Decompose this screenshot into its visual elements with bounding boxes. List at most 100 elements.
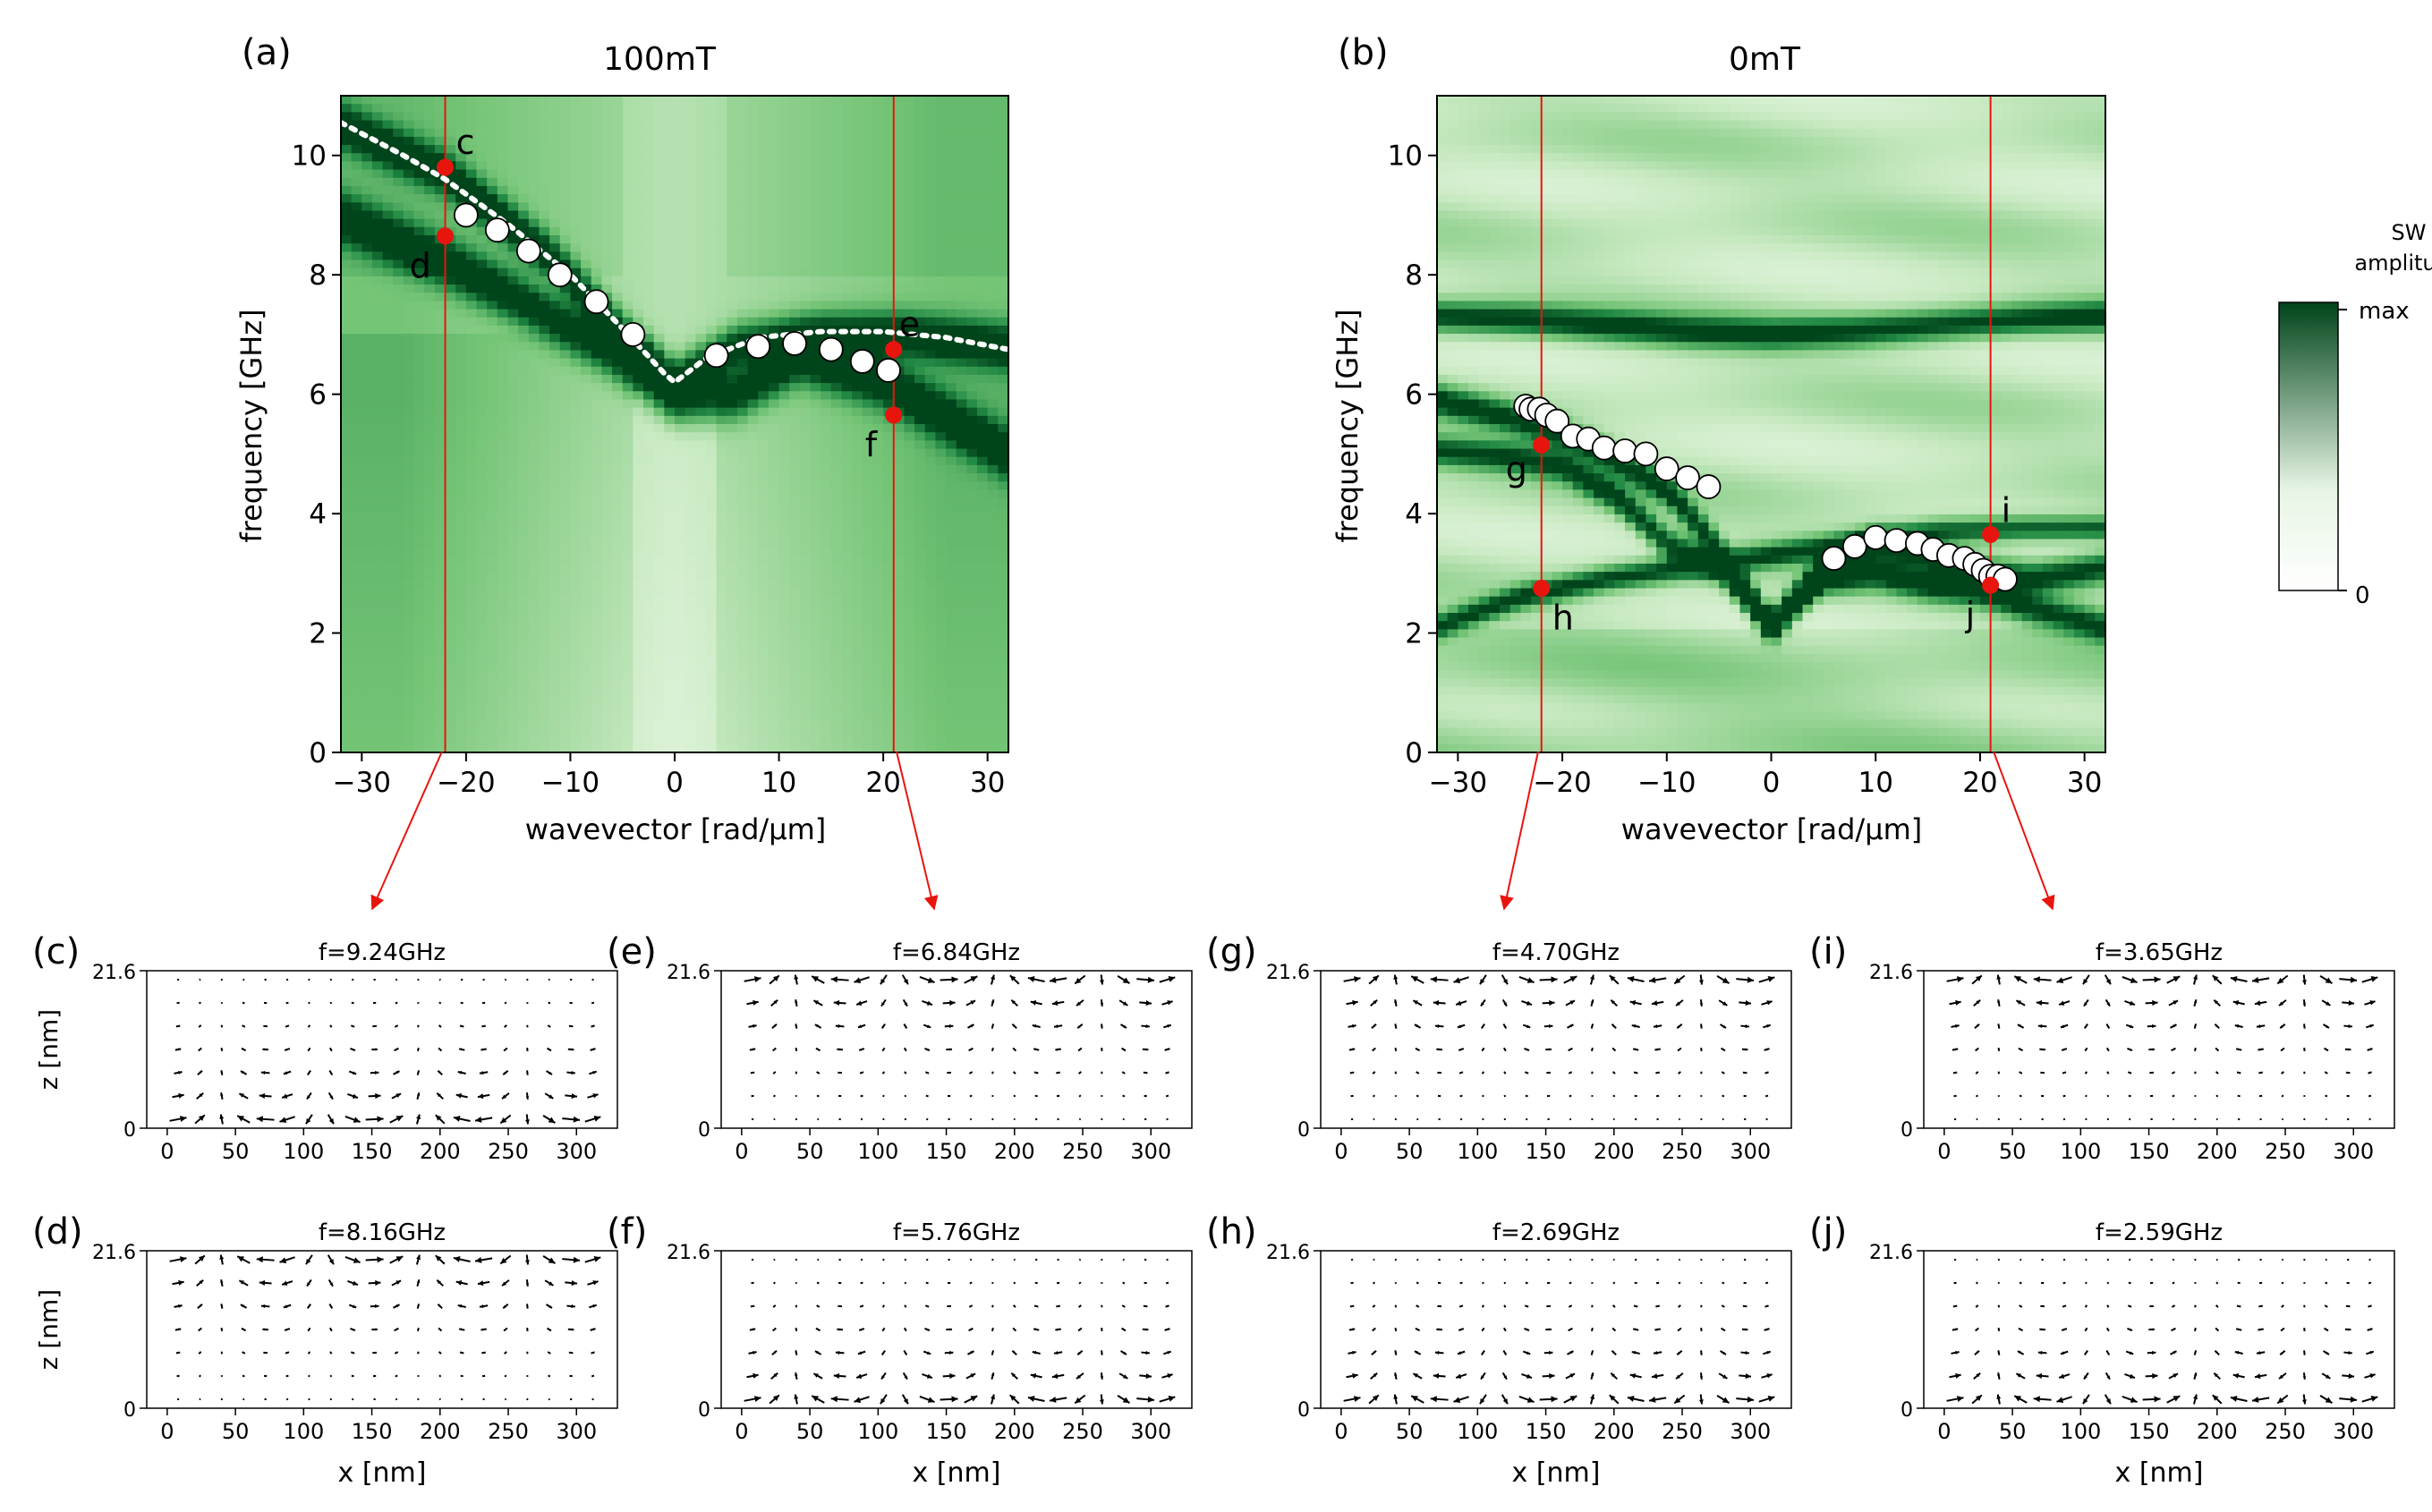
heatmap-cell bbox=[977, 464, 989, 474]
heatmap-cell bbox=[883, 317, 895, 327]
heatmap-cell bbox=[987, 161, 999, 171]
heatmap-cell bbox=[434, 374, 446, 384]
heatmap-cell bbox=[789, 169, 801, 179]
heatmap-cell bbox=[705, 309, 718, 319]
heatmap-cell bbox=[403, 580, 415, 590]
heatmap-cell bbox=[465, 481, 478, 491]
heatmap-cell bbox=[904, 473, 915, 482]
heatmap-cell bbox=[487, 251, 498, 261]
heatmap-cell bbox=[778, 325, 790, 335]
heatmap-cell bbox=[789, 645, 801, 655]
heatmap-cell bbox=[778, 285, 790, 293]
heatmap-cell bbox=[633, 727, 644, 737]
heatmap-cell bbox=[612, 505, 624, 515]
heatmap-cell bbox=[455, 112, 467, 122]
heatmap-cell bbox=[883, 727, 895, 737]
heatmap-cell bbox=[977, 662, 989, 671]
heatmap-cell bbox=[685, 588, 696, 598]
heatmap-cell bbox=[747, 613, 759, 622]
heatmap-cell bbox=[924, 514, 937, 523]
heatmap-cell bbox=[987, 194, 999, 203]
heatmap-cell bbox=[476, 580, 488, 590]
heatmap-cell bbox=[341, 572, 353, 581]
heatmap-cell bbox=[977, 399, 989, 409]
heatmap-cell bbox=[685, 531, 696, 540]
heatmap-cell bbox=[424, 514, 436, 523]
heatmap-cell bbox=[789, 481, 801, 491]
heatmap-cell bbox=[830, 580, 843, 590]
heatmap-cell bbox=[465, 473, 478, 482]
heatmap-cell bbox=[581, 358, 592, 368]
heatmap-cell bbox=[507, 637, 519, 647]
heatmap-cell bbox=[361, 112, 373, 122]
heatmap-cell bbox=[956, 522, 967, 531]
heatmap-cell bbox=[705, 596, 718, 606]
heatmap-cell bbox=[747, 572, 759, 581]
heatmap-cell bbox=[830, 531, 843, 540]
heatmap-cell bbox=[716, 243, 727, 252]
heatmap-cell bbox=[351, 342, 362, 352]
heatmap-cell bbox=[893, 645, 906, 655]
heatmap-cell bbox=[487, 161, 498, 171]
heatmap-cell bbox=[685, 185, 696, 195]
heatmap-cell bbox=[601, 539, 613, 548]
heatmap-cell bbox=[758, 210, 770, 220]
heatmap-cell bbox=[830, 185, 843, 195]
heatmap-cell bbox=[434, 563, 446, 573]
heatmap-cell bbox=[747, 432, 759, 441]
heatmap-cell bbox=[559, 670, 572, 680]
heatmap-cell bbox=[528, 407, 540, 417]
heatmap-cell bbox=[403, 301, 415, 310]
heatmap-cell bbox=[841, 391, 853, 401]
heatmap-cell bbox=[904, 555, 915, 565]
heatmap-cell bbox=[946, 194, 957, 203]
heatmap-cell bbox=[893, 596, 906, 606]
heatmap-cell bbox=[643, 317, 655, 327]
heatmap-cell bbox=[935, 342, 947, 352]
heatmap-cell bbox=[497, 169, 509, 179]
heatmap-cell bbox=[914, 505, 926, 515]
heatmap-cell bbox=[413, 735, 425, 745]
heatmap-cell bbox=[455, 629, 467, 639]
heatmap-cell bbox=[904, 735, 915, 745]
heatmap-cell bbox=[821, 580, 832, 590]
heatmap-cell bbox=[591, 285, 603, 293]
heatmap-cell bbox=[727, 407, 738, 417]
heatmap-cell bbox=[664, 342, 676, 352]
heatmap-cell bbox=[852, 432, 863, 441]
heatmap-cell bbox=[643, 120, 655, 130]
heatmap-cell bbox=[747, 169, 759, 179]
heatmap-cell bbox=[956, 424, 967, 433]
heatmap-cell bbox=[758, 588, 770, 598]
heatmap-cell bbox=[727, 374, 738, 384]
heatmap-cell bbox=[768, 301, 780, 310]
heatmap-cell bbox=[382, 234, 394, 244]
heatmap-cell bbox=[695, 596, 707, 606]
heatmap-cell bbox=[622, 702, 634, 712]
heatmap-cell bbox=[935, 96, 947, 105]
heatmap-cell bbox=[914, 464, 926, 474]
heatmap-cell bbox=[758, 473, 770, 482]
heatmap-cell bbox=[924, 366, 937, 376]
heatmap-cell bbox=[382, 448, 394, 458]
heatmap-cell bbox=[622, 531, 634, 540]
heatmap-cell bbox=[653, 497, 665, 507]
heatmap-cell bbox=[852, 711, 863, 720]
heatmap-cell bbox=[946, 497, 957, 507]
heatmap-cell bbox=[528, 374, 540, 384]
heatmap-cell bbox=[445, 645, 456, 655]
heatmap-cell bbox=[914, 251, 926, 261]
heatmap-cell bbox=[361, 128, 373, 138]
heatmap-cell bbox=[591, 383, 603, 392]
heatmap-cell bbox=[705, 432, 718, 441]
heatmap-cell bbox=[476, 194, 488, 203]
heatmap-cell bbox=[487, 621, 498, 630]
heatmap-cell bbox=[893, 112, 906, 122]
heatmap-cell bbox=[914, 539, 926, 548]
heatmap-cell bbox=[956, 613, 967, 622]
heatmap-cell bbox=[518, 202, 530, 212]
heatmap-cell bbox=[581, 645, 592, 655]
heatmap-cell bbox=[830, 104, 843, 113]
heatmap-cell bbox=[705, 153, 718, 163]
heatmap-cell bbox=[351, 243, 362, 252]
